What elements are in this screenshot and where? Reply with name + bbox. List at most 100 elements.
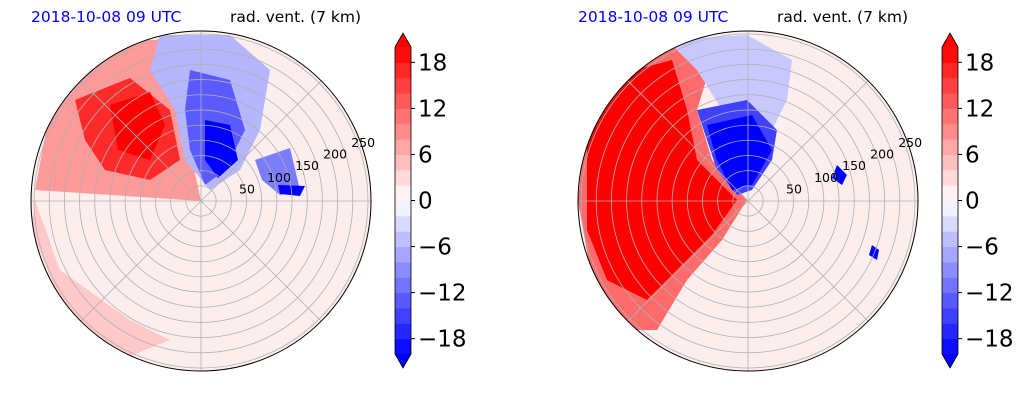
radial-tick-label: 200 [870, 147, 894, 162]
colorbar-segment [395, 200, 411, 217]
chart-panel-left: 2018-10-08 09 UTC rad. vent. (7 km) 50 10… [30, 8, 467, 372]
range-ring [170, 170, 232, 232]
spoke-line [627, 200, 749, 322]
field-label: rad. vent. (7 km) [777, 8, 908, 26]
colorbar-extend-min [942, 354, 958, 368]
colorbar-segment [942, 108, 958, 125]
colorbar-segment [395, 246, 411, 263]
colorbar-segment [942, 93, 958, 109]
range-ring [595, 48, 901, 354]
colorbar-segment [395, 277, 411, 294]
colorbar-extend-max [942, 33, 958, 47]
colorbar-segment [395, 62, 411, 79]
radial-tick-label: 100 [267, 170, 291, 185]
radial-tick-label: 50 [239, 181, 255, 196]
colorbar-extend-min [395, 354, 411, 368]
radial-tick-label: 50 [786, 181, 802, 196]
plot-boundary [577, 30, 919, 372]
range-ring [79, 79, 323, 323]
radial-tick-label: 250 [351, 135, 375, 150]
colorbar-segment [395, 215, 411, 232]
colorbar-tick-label: 0 [418, 189, 433, 215]
colorbar-segment [942, 246, 958, 263]
colorbar-segment [395, 307, 411, 324]
colorbar-segment [395, 323, 411, 340]
range-ring [124, 124, 278, 278]
colorbar-tick-label: 18 [965, 50, 994, 76]
colorbar-segment [942, 323, 958, 340]
colorbar-left: 18 12 6 0 −6 −12 −18 [394, 32, 467, 369]
colorbar-tick-label: 0 [965, 189, 980, 215]
range-ring [732, 185, 764, 217]
colorbar-outline [394, 32, 412, 369]
colorbar-segment [942, 292, 958, 309]
range-ring [155, 155, 247, 247]
colorbar-tick-label: −18 [418, 327, 467, 353]
radial-tick-label: 100 [814, 170, 838, 185]
timestamp-label: 2018-10-08 09 UTC [31, 8, 182, 26]
colorbar-segment [942, 62, 958, 79]
colorbar-segment [395, 93, 411, 109]
radial-tick-label: 150 [295, 158, 319, 173]
colorbar-tick-label: 12 [965, 96, 994, 122]
colorbar-segment [942, 307, 958, 324]
radial-tick-label: 150 [842, 158, 866, 173]
range-ring [109, 109, 293, 293]
colorbar-segment [942, 77, 958, 94]
field-label: rad. vent. (7 km) [230, 8, 361, 26]
radial-tick-labels-right: 50 100 150 200 250 [786, 135, 922, 196]
colorbar-segment [942, 47, 958, 63]
colorbar-segment [395, 292, 411, 309]
colorbar-segment [395, 47, 411, 63]
range-ring [94, 94, 308, 308]
colorbar-outline [941, 32, 959, 369]
negative-patch-east [832, 165, 847, 185]
spoke-line [200, 80, 322, 202]
colorbar-segment [942, 169, 958, 186]
polar-plot-left: 50 100 150 200 250 18 12 6 0 −6 −12 −18 [30, 30, 467, 372]
colorbar-segment [395, 169, 411, 186]
colorbar-segment [942, 139, 958, 155]
colorbar-tick-label: −12 [418, 281, 467, 307]
positive-core [587, 60, 737, 300]
negative-core [205, 120, 238, 178]
negative-patch-east [255, 148, 300, 195]
range-ring [139, 139, 263, 263]
timestamp-label: 2018-10-08 09 UTC [578, 8, 729, 26]
colorbar-tick-label: −6 [418, 235, 452, 261]
range-ring [717, 170, 779, 232]
colorbar-tick-label: 6 [418, 142, 433, 168]
colorbar-segment [942, 261, 958, 278]
range-ring [641, 94, 855, 308]
colorbar-segment [942, 215, 958, 232]
colorbar-segment [942, 123, 958, 140]
colorbar-segment [942, 277, 958, 294]
range-ring [656, 109, 840, 293]
colorbar-segment [395, 185, 411, 201]
colorbar-tick-label: −18 [965, 327, 1014, 353]
negative-patch-southeast [869, 245, 879, 260]
radial-tick-label: 250 [898, 135, 922, 150]
spoke-line [627, 80, 749, 202]
colorbar-segment [942, 200, 958, 217]
range-ring [48, 48, 354, 354]
range-ring [63, 63, 339, 339]
colorbar-tick-label: 18 [418, 50, 447, 76]
polar-grid-right [578, 31, 918, 371]
colorbar-segment [395, 108, 411, 125]
plot-boundary [30, 30, 372, 372]
radial-tick-labels-left: 50 100 150 200 250 [239, 135, 375, 196]
chart-panel-right: 2018-10-08 09 UTC rad. vent. (7 km) 50 10… [547, 0, 1028, 401]
positive-core-max [110, 92, 165, 160]
radial-tick-label: 200 [323, 147, 347, 162]
polar-grid-left [31, 31, 371, 371]
colorbar-segment [942, 231, 958, 248]
range-ring [33, 33, 369, 369]
colorbar-extend-max [395, 33, 411, 47]
colorbar-tick-label: 12 [418, 96, 447, 122]
polar-plot-right: 50 100 150 200 250 18 12 6 0 −6 −12 −18 [577, 30, 1014, 372]
range-ring [610, 63, 886, 339]
range-ring [686, 139, 810, 263]
range-ring [626, 79, 870, 323]
range-ring [702, 155, 794, 247]
